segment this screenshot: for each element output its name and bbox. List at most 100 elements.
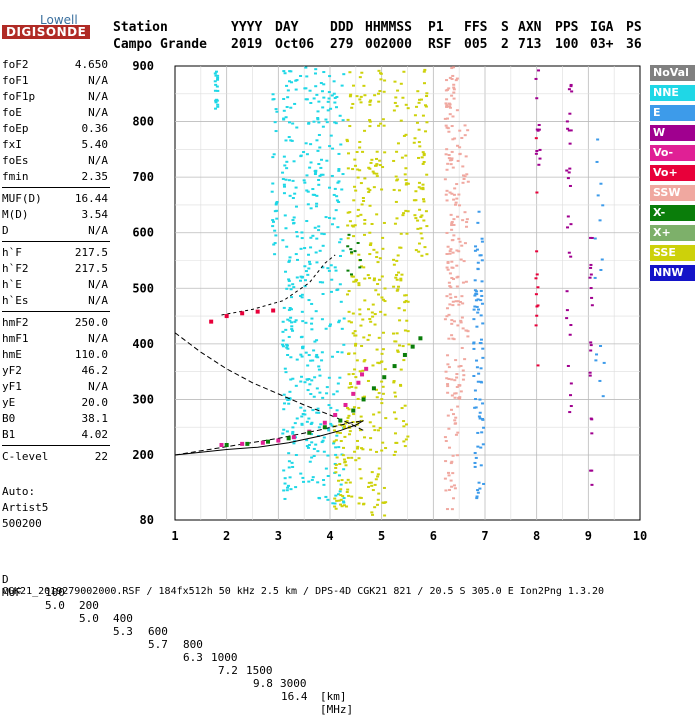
echo-mark — [473, 461, 477, 464]
echo-mark — [451, 472, 455, 475]
echo-mark — [338, 431, 342, 434]
echo-mark — [288, 397, 292, 400]
echo-mark — [396, 288, 400, 291]
param-name: D — [2, 224, 9, 237]
echo-mark — [324, 118, 328, 121]
param-separator — [2, 241, 110, 242]
echo-mark — [363, 436, 367, 439]
echo-mark — [358, 146, 362, 149]
echo-mark — [295, 235, 299, 238]
echo-mark — [281, 320, 285, 323]
echo-mark — [599, 182, 603, 185]
legend-item: X+ — [650, 225, 695, 241]
echo-mark — [282, 428, 286, 431]
echo-mark — [288, 319, 292, 322]
echo-mark — [274, 234, 278, 237]
echo-mark — [334, 471, 338, 474]
echo-mark — [333, 502, 337, 505]
echo-mark — [454, 203, 458, 206]
echo-mark — [312, 120, 316, 123]
echo-mark — [373, 164, 377, 167]
echo-mark — [305, 420, 309, 423]
echo-mark — [353, 224, 357, 227]
echo-mark — [287, 466, 291, 469]
header-value-s: 2 — [501, 37, 509, 52]
echo-mark — [352, 406, 356, 409]
echo-mark — [395, 259, 399, 262]
echo-mark — [291, 283, 295, 286]
echo-mark — [340, 327, 344, 330]
footer-muf-label: MUF — [2, 586, 22, 599]
echo-mark — [310, 322, 314, 325]
echo-mark — [535, 97, 539, 100]
echo-mark — [375, 348, 379, 351]
echo-mark — [318, 174, 322, 177]
echo-mark — [445, 117, 449, 120]
echo-mark — [359, 101, 363, 104]
echo-mark — [342, 501, 346, 504]
param-name: M(D) — [2, 208, 29, 221]
echo-mark — [335, 431, 339, 434]
echo-mark — [308, 263, 312, 266]
echo-mark — [346, 478, 350, 481]
trace-point — [276, 438, 281, 443]
echo-mark — [601, 204, 605, 207]
echo-mark — [353, 185, 357, 188]
echo-mark — [565, 290, 569, 293]
echo-mark — [422, 82, 426, 85]
echo-mark — [314, 68, 318, 71]
echo-mark — [358, 169, 362, 172]
echo-mark — [283, 477, 287, 480]
echo-mark — [404, 154, 408, 157]
echo-mark — [337, 169, 341, 172]
echo-mark — [290, 321, 294, 324]
echo-mark — [348, 125, 352, 128]
echo-mark — [378, 90, 382, 93]
echo-mark — [375, 175, 379, 178]
echo-mark — [320, 441, 324, 444]
echo-mark — [339, 254, 343, 257]
echo-mark — [423, 68, 427, 71]
echo-mark — [369, 161, 373, 164]
echo-mark — [535, 273, 539, 276]
echo-mark — [458, 397, 462, 400]
echo-mark — [290, 461, 294, 464]
echo-mark — [350, 106, 354, 109]
echo-mark — [307, 121, 311, 124]
echo-mark — [282, 306, 286, 309]
echo-mark — [454, 433, 458, 436]
echo-mark — [347, 310, 351, 313]
echo-mark — [449, 462, 453, 465]
echo-mark — [355, 151, 359, 154]
trace-point — [382, 375, 387, 380]
echo-mark — [425, 95, 429, 98]
echo-mark — [307, 354, 311, 357]
x-tick-label: 8 — [533, 529, 540, 543]
echo-mark — [352, 199, 356, 202]
echo-mark — [299, 406, 303, 409]
echo-mark — [455, 454, 459, 457]
echo-mark — [356, 208, 360, 211]
echo-mark — [358, 98, 362, 101]
echo-mark — [275, 209, 279, 212]
echo-mark — [281, 330, 285, 333]
echo-mark — [454, 300, 458, 303]
echo-mark — [326, 454, 330, 457]
echo-mark — [445, 377, 449, 380]
echo-mark — [474, 398, 478, 401]
header-label-day: DAY — [275, 20, 299, 35]
echo-mark — [333, 97, 337, 100]
echo-mark — [361, 448, 365, 451]
echo-mark — [292, 160, 296, 163]
param-name: fmin — [2, 170, 29, 183]
echo-mark — [599, 345, 603, 348]
echo-mark — [313, 173, 317, 176]
echo-mark — [283, 497, 287, 500]
echo-mark — [309, 236, 313, 239]
param-value: 5.40 — [81, 138, 109, 151]
echo-mark — [480, 237, 484, 240]
echo-mark — [303, 181, 307, 184]
echo-mark — [476, 491, 480, 494]
echo-mark — [383, 151, 387, 154]
echo-mark — [443, 178, 447, 181]
